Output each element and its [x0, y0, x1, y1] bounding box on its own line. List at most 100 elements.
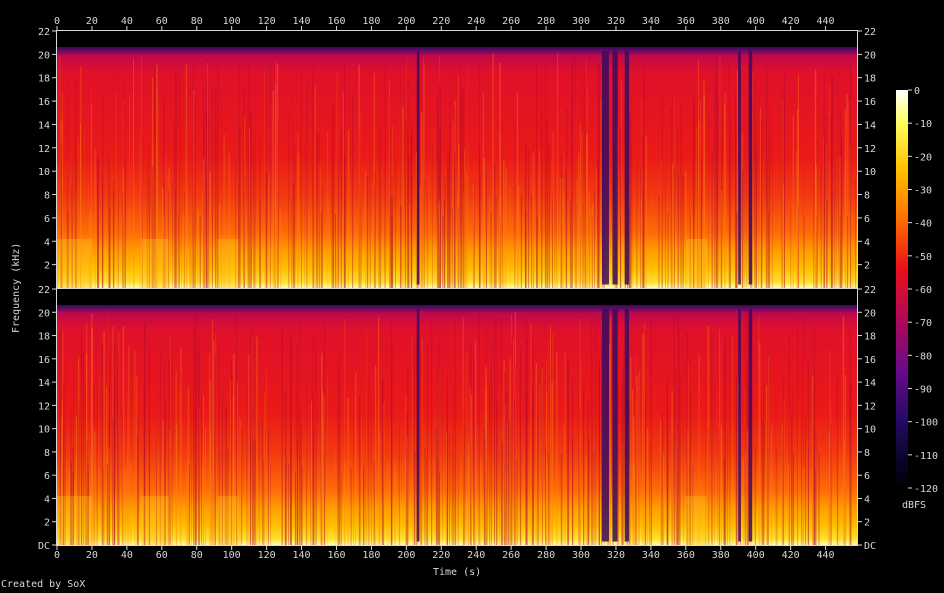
dropout-band	[612, 308, 618, 542]
x-tick-label-bottom: 440	[817, 550, 835, 561]
dropout-band	[601, 308, 609, 542]
x-tick-label-bottom: 320	[607, 550, 625, 561]
colorbar-ticks: 0 -10 -20 -30 -40 -50 -60 -70 -80 -90 -100 -110 -120	[908, 86, 938, 495]
x-tick-label-bottom: 160	[327, 550, 345, 561]
colorbar-tick-label: 0	[914, 86, 920, 97]
colorbar-tick-label: -20	[914, 152, 932, 163]
y-tick-label-left: 10	[38, 425, 50, 436]
credit-text: Created by SoX	[1, 579, 86, 590]
y-tick-label-right: 6	[864, 214, 870, 225]
channel-1-spectrum	[57, 47, 857, 288]
y-tick-label-right: 2	[864, 518, 870, 529]
dropout-band	[612, 50, 618, 285]
x-tick-label-top: 440	[817, 16, 835, 27]
y-tick-label-right: 10	[864, 167, 876, 178]
colorbar-tick-label: -40	[914, 219, 932, 230]
x-tick-label-top: 180	[362, 16, 380, 27]
x-tick-label-top: 400	[747, 16, 765, 27]
dropout-band	[748, 308, 753, 542]
x-tick-label-top: 100	[223, 16, 241, 27]
bright-segment	[140, 238, 169, 288]
colorbar-tick-label: -60	[914, 285, 932, 296]
x-tick-label-top: 300	[572, 16, 590, 27]
channel-1-band-above-nyquist	[57, 31, 857, 47]
x-tick-label-bottom: 300	[572, 550, 590, 561]
y-tick-label-right: 16	[864, 355, 876, 366]
x-tick-label-top: 120	[258, 16, 276, 27]
y-tick-label-right: 14	[864, 120, 876, 131]
y-tick-label-left: 6	[44, 214, 50, 225]
y-tick-label-left: 8	[44, 191, 50, 202]
dropout-band	[748, 50, 753, 285]
y-tick-label-right: 8	[864, 191, 870, 202]
x-tick-label-top: 240	[467, 16, 485, 27]
y-tick-label-left: 2	[44, 261, 50, 272]
x-tick-label-bottom: 380	[712, 550, 730, 561]
x-tick-label-top: 160	[327, 16, 345, 27]
bright-segment	[217, 238, 239, 288]
x-tick-label-top: 420	[782, 16, 800, 27]
colorbar-tick-label: -70	[914, 318, 932, 329]
y-tick-label-right: DC	[864, 541, 876, 552]
x-ticks-top: 0 20 40 60 80 100 120 140 160 180 200 220 240 260 280 3…	[54, 16, 835, 31]
x-tick-label-top: 20	[86, 16, 98, 27]
channel-2-panel	[57, 289, 857, 545]
dropout-band	[624, 308, 630, 542]
colorbar: 0 -10 -20 -30 -40 -50 -60 -70 -80 -90 -100 -110 -120	[896, 86, 938, 495]
y-tick-label-right: 16	[864, 97, 876, 108]
x-tick-label-bottom: 40	[121, 550, 133, 561]
channel-1-panel	[56, 31, 857, 288]
x-tick-label-top: 200	[397, 16, 415, 27]
dropout-band	[624, 50, 630, 285]
x-tick-label-bottom: 140	[293, 550, 311, 561]
x-tick-label-top: 260	[502, 16, 520, 27]
x-tick-label-bottom: 240	[467, 550, 485, 561]
y-tick-label-right: 4	[864, 237, 870, 248]
bright-segment	[57, 238, 92, 288]
y-tick-label-right: 12	[864, 401, 876, 412]
x-tick-label-top: 360	[677, 16, 695, 27]
dropout-band	[738, 308, 741, 542]
y-tick-label-right: 12	[864, 144, 876, 155]
y-tick-label-left: 14	[38, 378, 50, 389]
y-tick-label-left: 22	[38, 285, 50, 296]
x-tick-label-bottom: 180	[362, 550, 380, 561]
channel-1-streaks	[56, 52, 857, 288]
x-tick-label-bottom: 340	[642, 550, 660, 561]
colorbar-tick-label: -110	[914, 451, 938, 462]
x-tick-label-top: 320	[607, 16, 625, 27]
dropout-band	[416, 308, 420, 542]
y-tick-label-right: 2	[864, 261, 870, 272]
x-axis-label: Time (s)	[433, 567, 482, 578]
x-tick-label-bottom: 420	[782, 550, 800, 561]
y-tick-label-left: 2	[44, 518, 50, 529]
x-tick-label-bottom: 400	[747, 550, 765, 561]
x-tick-label-bottom: 100	[223, 550, 241, 561]
x-tick-label-top: 280	[537, 16, 555, 27]
colorbar-tick-label: -10	[914, 119, 932, 130]
dropout-band	[738, 50, 741, 285]
x-tick-label-bottom: 360	[677, 550, 695, 561]
y-tick-label-right: 8	[864, 448, 870, 459]
x-tick-label-bottom: 80	[191, 550, 203, 561]
y-tick-label-left: 22	[38, 27, 50, 38]
x-tick-label-top: 380	[712, 16, 730, 27]
x-ticks-bottom: 0 20 40 60 80 100 120 140 160 180 200 220 240 260 280 3…	[54, 545, 835, 561]
y-tick-label-right: 14	[864, 378, 876, 389]
channel-2-dropouts	[416, 308, 753, 542]
x-tick-label-bottom: 0	[54, 550, 60, 561]
y-tick-label-right: 20	[864, 50, 876, 61]
x-tick-label-bottom: 220	[432, 550, 450, 561]
x-tick-label-bottom: 120	[258, 550, 276, 561]
y-axis-label: Frequency (kHz)	[11, 242, 22, 333]
y-tick-label-left: 16	[38, 355, 50, 366]
bright-segment	[217, 496, 239, 545]
dropout-band	[416, 50, 420, 285]
bright-segment	[685, 238, 707, 288]
y-tick-label-right: 22	[864, 285, 876, 296]
x-tick-label-bottom: 60	[156, 550, 168, 561]
channel-1-dropouts	[416, 50, 753, 285]
colorbar-tick-label: -100	[914, 418, 938, 429]
y-tick-label-left: 18	[38, 332, 50, 343]
y-tick-label-right: 6	[864, 471, 870, 482]
